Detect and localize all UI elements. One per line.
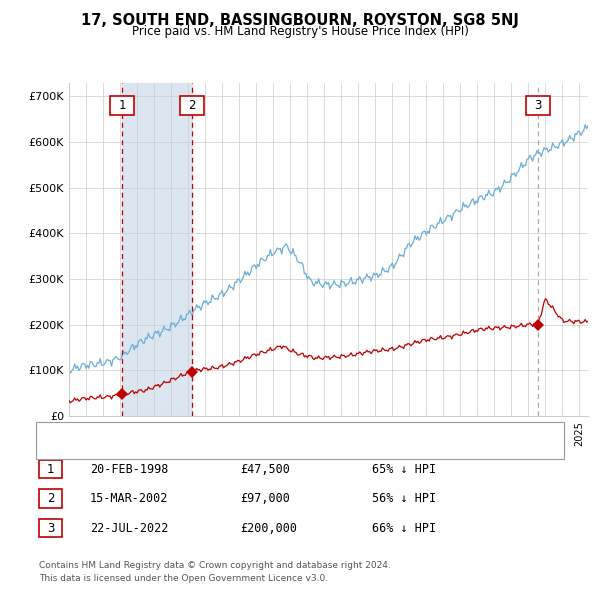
Text: 15-MAR-2002: 15-MAR-2002 xyxy=(90,492,169,505)
Text: 2: 2 xyxy=(188,99,196,112)
Text: 66% ↓ HPI: 66% ↓ HPI xyxy=(372,522,436,535)
Text: £97,000: £97,000 xyxy=(240,492,290,505)
Text: 3: 3 xyxy=(534,99,541,112)
Bar xyxy=(122,83,191,416)
Text: 56% ↓ HPI: 56% ↓ HPI xyxy=(372,492,436,505)
Text: Contains HM Land Registry data © Crown copyright and database right 2024.
This d: Contains HM Land Registry data © Crown c… xyxy=(39,562,391,583)
Text: 17, SOUTH END, BASSINGBOURN, ROYSTON, SG8 5NJ: 17, SOUTH END, BASSINGBOURN, ROYSTON, SG… xyxy=(81,13,519,28)
Text: 65% ↓ HPI: 65% ↓ HPI xyxy=(372,463,436,476)
Text: £200,000: £200,000 xyxy=(240,522,297,535)
Text: HPI: Average price, detached house, South Cambridgeshire: HPI: Average price, detached house, Sout… xyxy=(79,443,389,453)
Text: 22-JUL-2022: 22-JUL-2022 xyxy=(90,522,169,535)
Text: £47,500: £47,500 xyxy=(240,463,290,476)
Text: 2: 2 xyxy=(47,492,54,505)
Text: 1: 1 xyxy=(47,463,54,476)
Text: Price paid vs. HM Land Registry's House Price Index (HPI): Price paid vs. HM Land Registry's House … xyxy=(131,25,469,38)
Text: 1: 1 xyxy=(119,99,126,112)
Text: 3: 3 xyxy=(47,522,54,535)
Text: 17, SOUTH END, BASSINGBOURN, ROYSTON, SG8 5NJ (detached house): 17, SOUTH END, BASSINGBOURN, ROYSTON, SG… xyxy=(79,427,452,436)
Text: 20-FEB-1998: 20-FEB-1998 xyxy=(90,463,169,476)
